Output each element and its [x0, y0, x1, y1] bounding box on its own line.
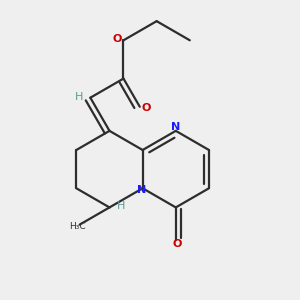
- Text: H: H: [116, 201, 125, 211]
- Text: H₃C: H₃C: [69, 223, 85, 232]
- Text: O: O: [172, 239, 182, 249]
- Text: O: O: [112, 34, 122, 44]
- Text: O: O: [142, 103, 151, 113]
- Text: N: N: [171, 122, 180, 132]
- Text: N: N: [136, 185, 146, 195]
- Text: H: H: [75, 92, 83, 102]
